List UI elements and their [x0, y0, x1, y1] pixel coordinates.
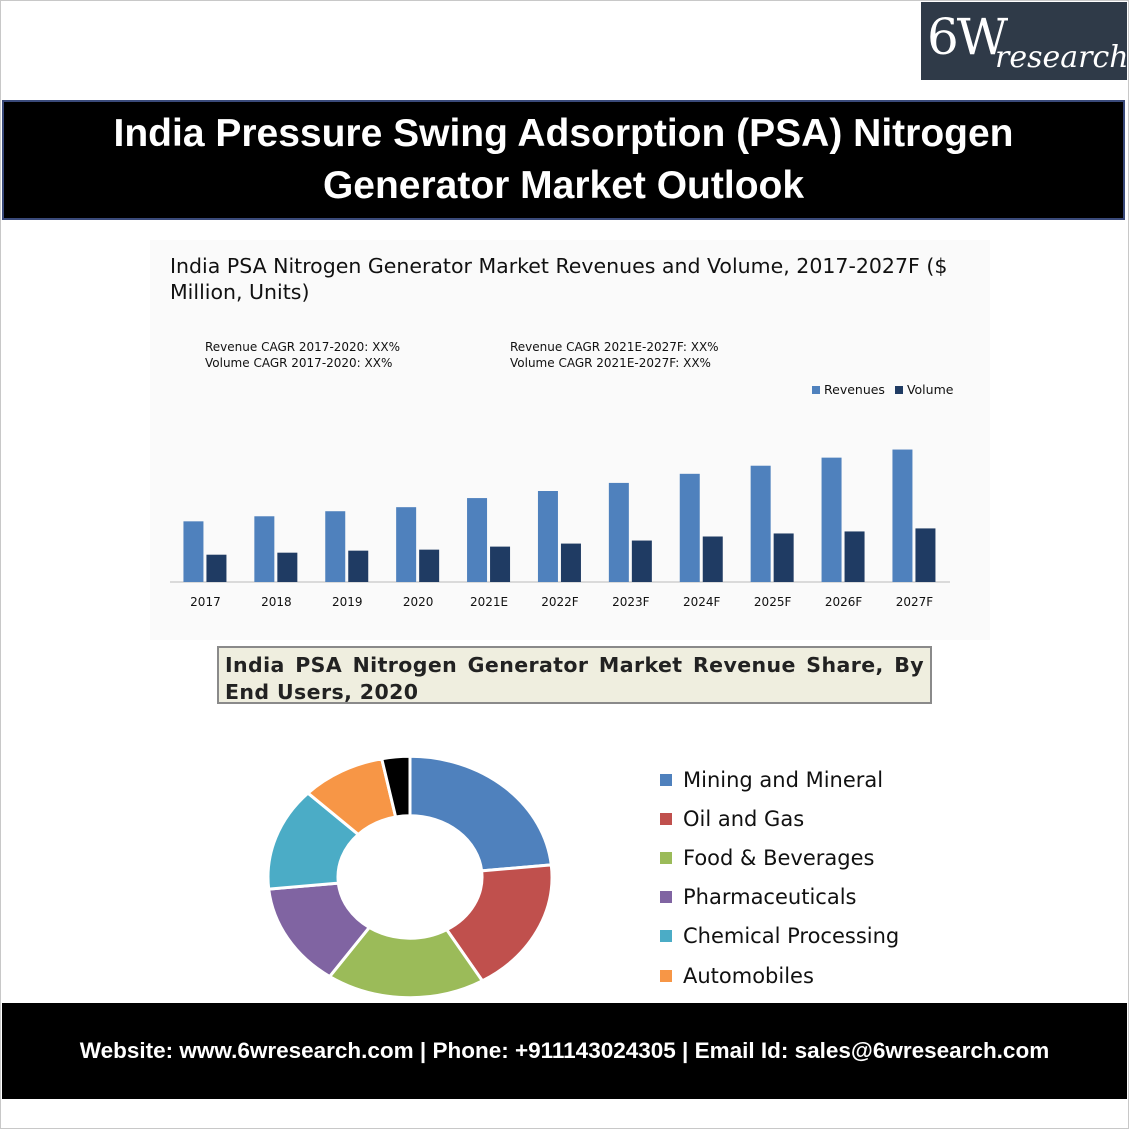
bar-revenues-2023f [608, 482, 629, 582]
legend-item-automobiles: Automobiles [660, 956, 899, 995]
x-tick-label-2027f: 2027F [896, 595, 934, 609]
legend-swatch-volume [894, 385, 903, 394]
cagr-note-historic: Revenue CAGR 2017-2020: XX% Volume CAGR … [205, 339, 400, 371]
legend-swatch-oil-and-gas [660, 812, 672, 825]
legend-item-food-and-beverages: Food & Beverages [660, 838, 899, 877]
bar-volume-2019 [348, 550, 369, 582]
donut-chart-legend: Mining and Mineral Oil and Gas Food & Beve… [660, 760, 899, 995]
legend-label-revenues: Revenues [824, 382, 885, 397]
bar-chart-title: India PSA Nitrogen Generator Market Reve… [170, 254, 948, 304]
bar-volume-2024f [702, 536, 723, 582]
legend-item-oil-and-gas: Oil and Gas [660, 799, 899, 838]
donut-slice-mining-and-mineral [408, 754, 553, 873]
legend-label-automobiles: Automobiles [683, 963, 814, 988]
bar-volume-2022f [560, 543, 581, 582]
legend-swatch-revenues [812, 385, 820, 394]
cagr-volume-forecast: Volume CAGR 2021E-2027F: XX% [510, 356, 711, 370]
bar-volume-2027f [915, 528, 936, 582]
bar-volume-2018 [277, 552, 298, 582]
legend-label-chemical-processing: Chemical Processing [683, 924, 900, 949]
legend-item-chemical-processing: Chemical Processing [660, 917, 899, 956]
legend-label-pharmaceuticals: Pharmaceuticals [683, 885, 857, 910]
page-title: India Pressure Swing Adsorption (PSA) Ni… [113, 112, 1014, 207]
bar-chart-legend: Revenues Volume [812, 382, 953, 397]
x-tick-label-2024f: 2024F [683, 595, 721, 609]
bar-revenues-2025f [750, 465, 771, 582]
x-tick-label-2020: 2020 [403, 595, 434, 609]
x-tick-label-2025f: 2025F [754, 595, 792, 609]
bar-revenues-2017 [183, 521, 204, 582]
cagr-revenue-historic: Revenue CAGR 2017-2020: XX% [205, 340, 401, 354]
logo-primary: 6W [927, 8, 1008, 66]
legend-swatch-mining-and-mineral [660, 773, 672, 786]
bar-volume-2023f [631, 540, 652, 582]
bar-volume-2017 [206, 554, 227, 582]
legend-swatch-pharmaceuticals [660, 891, 672, 904]
x-tick-label-2019: 2019 [332, 595, 363, 609]
bar-revenues-2021e [467, 498, 488, 582]
bar-revenues-2019 [325, 511, 346, 582]
legend-swatch-chemical-processing [660, 930, 672, 943]
x-tick-label-2023f: 2023F [612, 595, 650, 609]
donut-slice-other [379, 754, 412, 819]
legend-item-revenues: Revenues [812, 382, 885, 397]
bar-volume-2020 [419, 549, 440, 582]
donut-slice-food-and-beverages [327, 925, 485, 1000]
legend-label-oil-and-gas: Oil and Gas [683, 806, 805, 831]
bar-volume-2025f [773, 533, 794, 582]
x-tick-label-2017: 2017 [190, 595, 221, 609]
donut-chart-title: India PSA Nitrogen Generator Market Reve… [217, 646, 932, 704]
bar-revenues-2027f [892, 449, 913, 582]
bar-revenues-2020 [396, 507, 417, 582]
legend-swatch-automobiles [660, 969, 672, 982]
legend-label-mining-and-mineral: Mining and Mineral [683, 767, 884, 792]
cagr-note-forecast: Revenue CAGR 2021E-2027F: XX% Volume CAG… [510, 339, 719, 371]
bar-volume-2026f [844, 531, 865, 582]
donut-slice-oil-and-gas [444, 863, 554, 983]
bar-revenues-2024f [679, 473, 700, 582]
title-banner: India Pressure Swing Adsorption (PSA) Ni… [2, 100, 1125, 220]
legend-item-pharmaceuticals: Pharmaceuticals [660, 878, 899, 917]
cagr-volume-historic: Volume CAGR 2017-2020: XX% [205, 356, 393, 370]
logo-secondary: research [995, 40, 1127, 75]
bar-revenues-2018 [254, 516, 275, 582]
bar-revenues-2022f [537, 491, 558, 582]
bar-volume-2021e [490, 546, 511, 582]
x-tick-label-2026f: 2026F [825, 595, 863, 609]
legend-item-volume: Volume [894, 382, 954, 397]
bar-revenues-2026f [821, 457, 842, 582]
bar-chart: 2017 2018 2019 2020 2021E 2022F 2023F 2024F 2025… [170, 449, 950, 609]
brand-logo: 6W research [921, 2, 1127, 80]
contact-info: Website: www.6wresearch.com | Phone: +91… [79, 1038, 1050, 1063]
x-tick-label-2021e: 2021E [470, 595, 508, 609]
x-tick-label-2022f: 2022F [541, 595, 579, 609]
x-tick-label-2018: 2018 [261, 595, 292, 609]
donut-chart [266, 754, 554, 1000]
legend-swatch-food-and-beverages [660, 851, 672, 864]
cagr-revenue-forecast: Revenue CAGR 2021E-2027F: XX% [510, 340, 719, 354]
legend-label-volume: Volume [906, 382, 954, 397]
legend-label-food-and-beverages: Food & Beverages [683, 845, 875, 870]
contact-footer: Website: www.6wresearch.com | Phone: +91… [2, 1003, 1127, 1099]
legend-item-mining-and-mineral: Mining and Mineral [660, 760, 899, 799]
